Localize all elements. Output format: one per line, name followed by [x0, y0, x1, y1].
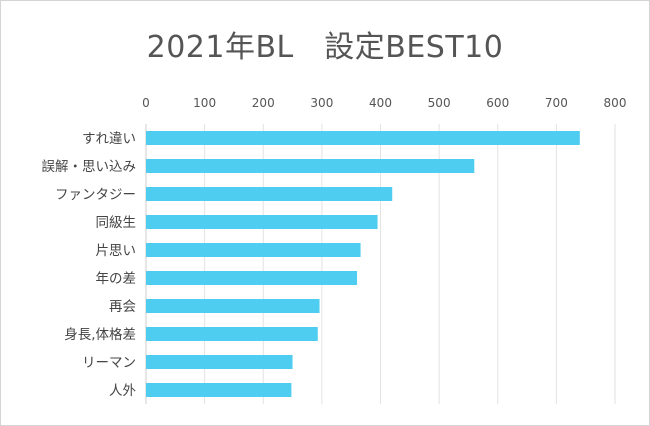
- category-label: リーマン: [82, 355, 136, 371]
- x-tick-label: 400: [369, 96, 392, 110]
- category-label: 年の差: [96, 271, 137, 287]
- bars: [146, 131, 580, 397]
- x-tick-label: 300: [310, 96, 333, 110]
- category-label: 再会: [109, 299, 136, 315]
- bar: [146, 131, 580, 145]
- bar: [146, 215, 378, 229]
- chart-title: 2021年BL 設定BEST10: [146, 30, 504, 65]
- x-tick-label: 800: [604, 96, 627, 110]
- bar: [146, 299, 320, 313]
- category-label: ファンタジー: [55, 187, 136, 203]
- bar: [146, 159, 475, 173]
- category-label: 誤解・思い込み: [42, 159, 137, 175]
- x-tick-label: 600: [486, 96, 509, 110]
- bar: [146, 355, 293, 369]
- bar: [146, 383, 292, 397]
- x-axis-ticks: 0 100 200 300 400 500 600 700 800: [142, 96, 626, 110]
- category-label: 人外: [109, 383, 136, 399]
- x-tick-label: 0: [142, 96, 150, 110]
- bar: [146, 187, 393, 201]
- bar: [146, 243, 361, 257]
- category-label: 同級生: [96, 215, 137, 231]
- bar: [146, 271, 358, 285]
- bar: [146, 327, 318, 341]
- category-label: すれ違い: [82, 131, 136, 147]
- x-tick-label: 500: [428, 96, 451, 110]
- x-tick-label: 700: [545, 96, 568, 110]
- x-tick-label: 100: [193, 96, 216, 110]
- category-label: 片思い: [96, 243, 137, 259]
- category-label: 身長,体格差: [64, 327, 136, 343]
- x-tick-label: 200: [252, 96, 275, 110]
